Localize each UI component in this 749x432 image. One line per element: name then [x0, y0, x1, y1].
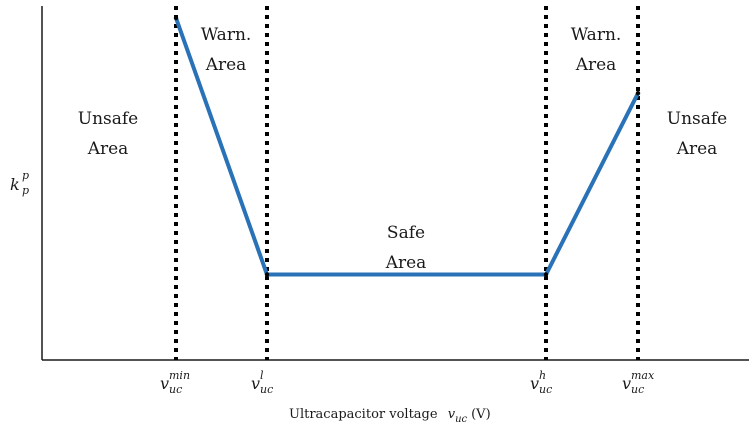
axes — [41, 6, 749, 361]
region-label: Safe — [387, 223, 425, 243]
region-label: Area — [87, 139, 129, 159]
series-line — [174, 17, 640, 277]
x-axis-label-symbol: v — [448, 407, 456, 422]
y-axis-label-symbol: k — [10, 175, 20, 194]
y-axis-label-subscript: p — [22, 184, 29, 197]
x-axis-label-unit: (V) — [471, 407, 491, 422]
region-label: Unsafe — [667, 109, 728, 129]
data-point — [543, 272, 549, 277]
tick-subscript: uc — [260, 383, 273, 396]
data-point — [635, 91, 641, 96]
tick-superscript: max — [631, 369, 655, 382]
tick-superscript: min — [169, 369, 190, 382]
region-label: Area — [205, 55, 247, 75]
region-label: Area — [575, 55, 617, 75]
region-label: Warn. — [571, 25, 622, 45]
data-point — [173, 15, 179, 21]
axis-labels: Ultracapacitor voltage vuc (V)k pp — [10, 169, 491, 425]
tick-symbol: v — [251, 374, 260, 393]
region-label: Area — [385, 253, 427, 273]
tick-subscript: uc — [631, 383, 644, 396]
data-point — [264, 272, 270, 277]
x-axis-label: Ultracapacitor voltage vuc (V) — [289, 407, 491, 425]
region-label: Unsafe — [78, 109, 139, 129]
tick-symbol: v — [622, 374, 631, 393]
x-tick-label: v uch — [530, 369, 552, 396]
region-label: Warn. — [201, 25, 252, 45]
y-axis-label-superscript: p — [22, 169, 29, 182]
x-axis-label-subscript: uc — [455, 414, 467, 425]
region-labels: Unsafe Area Warn. Area Safe Area Warn. Area Unsa… — [78, 25, 728, 273]
series-layer — [173, 15, 641, 277]
tick-subscript: uc — [169, 383, 182, 396]
region-label: Area — [676, 139, 718, 159]
tick-symbol: v — [530, 374, 539, 393]
x-tick-label: v ucl — [251, 369, 273, 396]
tick-superscript: l — [260, 369, 264, 382]
y-axis-label: k pp — [10, 169, 29, 197]
tick-subscript: uc — [539, 383, 552, 396]
tick-superscript: h — [539, 369, 546, 382]
x-axis-label-text: Ultracapacitor voltage — [289, 407, 442, 422]
tick-symbol: v — [160, 374, 169, 393]
